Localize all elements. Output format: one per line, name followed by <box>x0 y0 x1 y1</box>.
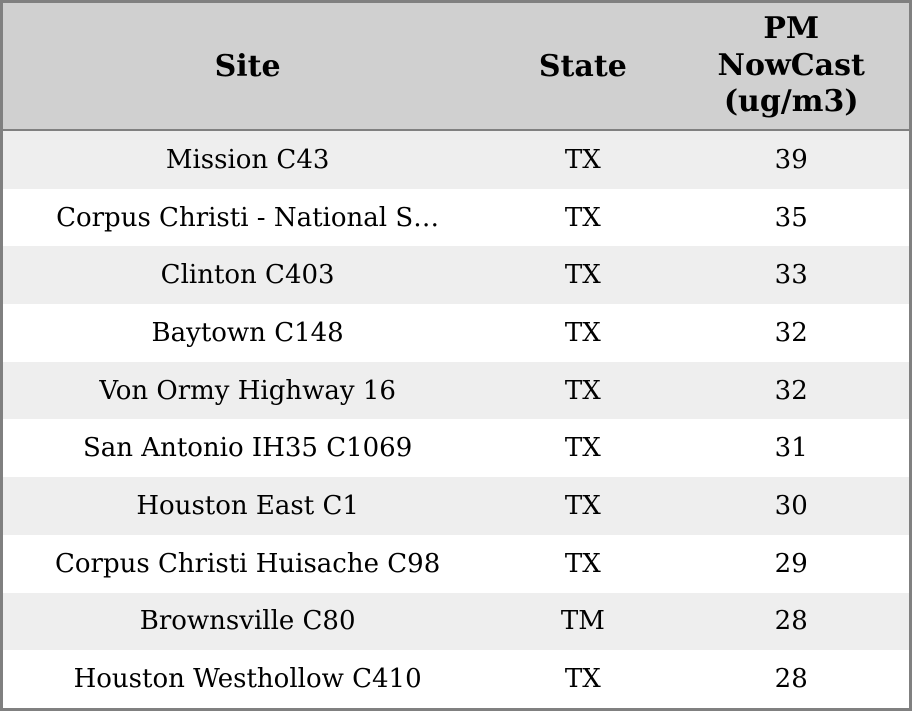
pm-value-cell: 33 <box>774 260 808 291</box>
pm-nowcast-column-header: PM NowCast (ug/m3) <box>673 3 909 131</box>
state-cell: TX <box>564 490 601 521</box>
table-row[interactable]: Corpus Christi - National S… TX 35 <box>3 188 909 247</box>
site-cell: Corpus Christi Huisache C98 <box>55 548 441 579</box>
table-row[interactable]: Clinton C403 TX 33 <box>3 246 909 305</box>
table-row[interactable]: Houston Westhollow C410 TX 28 <box>3 650 909 708</box>
site-cell: Von Ormy Highway 16 <box>99 375 396 406</box>
table-row[interactable]: Brownsville C80 TM 28 <box>3 592 909 651</box>
state-cell: TX <box>564 317 601 348</box>
site-cell: San Antonio IH35 C1069 <box>82 433 413 464</box>
table-row[interactable]: San Antonio IH35 C1069 TX 31 <box>3 419 909 478</box>
state-cell: TX <box>564 260 601 291</box>
state-cell: TX <box>564 375 601 406</box>
site-cell: Corpus Christi - National S… <box>56 202 440 233</box>
state-cell: TX <box>564 664 601 695</box>
pm-value-cell: 28 <box>774 606 808 637</box>
site-cell: Baytown C148 <box>151 317 344 348</box>
state-cell: TM <box>560 606 605 637</box>
table-row[interactable]: Baytown C148 TX 32 <box>3 304 909 362</box>
state-cell: TX <box>564 433 601 464</box>
table-row[interactable]: Houston East C1 TX 30 <box>3 477 909 535</box>
state-cell: TX <box>564 202 601 233</box>
pm-value-cell: 35 <box>774 202 808 233</box>
state-column-header: State <box>492 3 674 131</box>
table-row[interactable]: Mission C43 TX 39 <box>3 130 909 189</box>
site-cell: Mission C43 <box>165 144 330 175</box>
pm-value-cell: 32 <box>774 375 808 406</box>
pm-value-cell: 29 <box>774 548 808 579</box>
state-cell: TX <box>564 144 601 175</box>
table-row[interactable]: Von Ormy Highway 16 TX 32 <box>3 361 909 420</box>
pm-nowcast-column-header-label: PM NowCast (ug/m3) <box>717 10 865 120</box>
site-readings-table: Site State PM NowCast (ug/m3) Mission C4… <box>3 3 909 708</box>
pm-value-cell: 28 <box>774 664 808 695</box>
site-cell: Clinton C403 <box>160 260 335 291</box>
pm-value-cell: 31 <box>774 433 808 464</box>
site-cell: Brownsville C80 <box>139 606 356 637</box>
pm-value-cell: 32 <box>774 317 808 348</box>
header-row: Site State PM NowCast (ug/m3) <box>3 3 909 131</box>
site-cell: Houston East C1 <box>136 490 359 521</box>
pm-value-cell: 30 <box>774 490 808 521</box>
pm-value-cell: 39 <box>774 144 808 175</box>
site-column-header: Site <box>3 3 493 131</box>
state-cell: TX <box>564 548 601 579</box>
site-cell: Houston Westhollow C410 <box>73 664 422 695</box>
table-row[interactable]: Corpus Christi Huisache C98 TX 29 <box>3 534 909 593</box>
